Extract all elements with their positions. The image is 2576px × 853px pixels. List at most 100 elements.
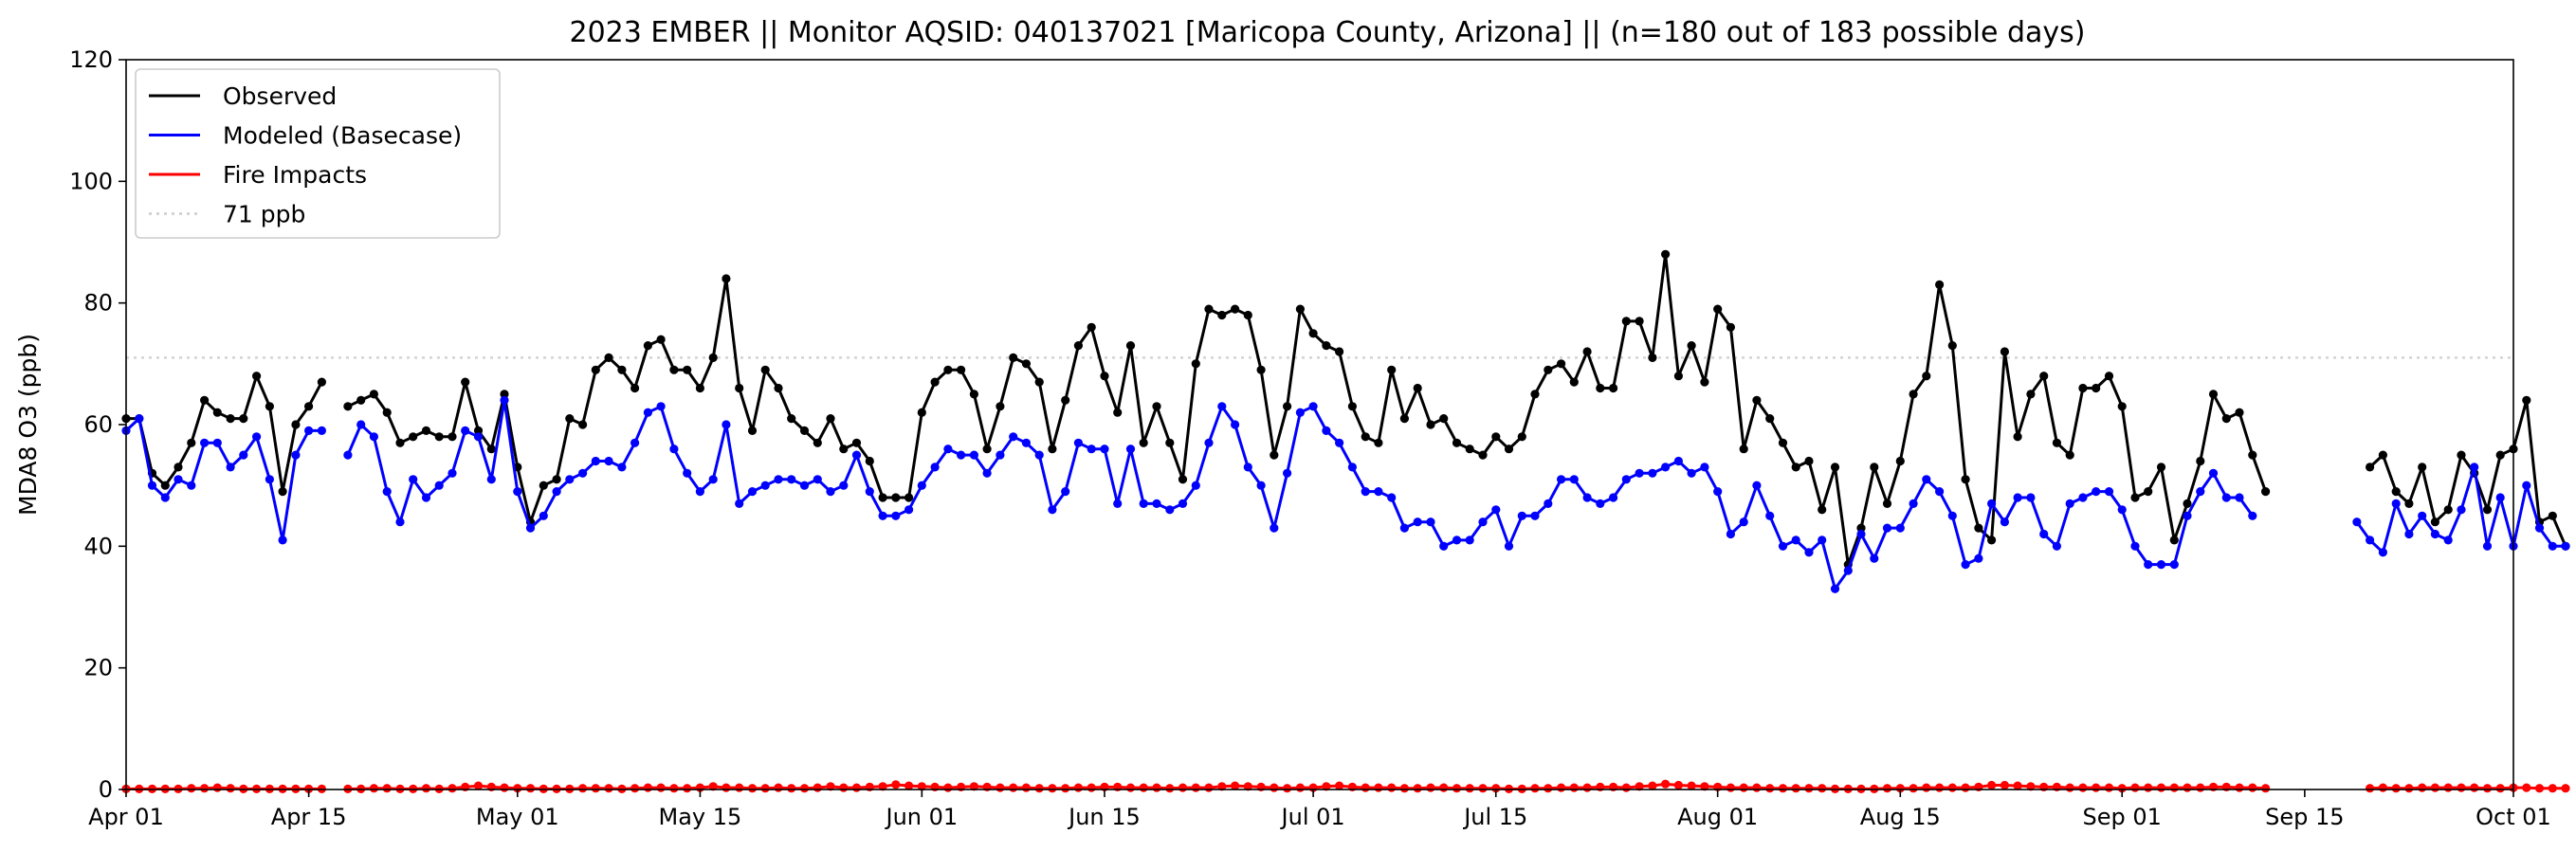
data-point-modeled-basecase [356,420,366,429]
data-point-fire-impacts [1361,783,1370,792]
y-tick-label: 100 [69,168,113,194]
data-point-observed [1413,383,1422,393]
data-point-fire-impacts [200,784,210,793]
data-point-modeled-basecase [2548,541,2557,551]
data-point-observed [2404,499,2414,509]
data-point-fire-impacts [500,783,509,792]
data-point-modeled-basecase [2000,517,2009,527]
data-point-fire-impacts [708,782,718,791]
data-point-fire-impacts [1387,783,1397,792]
data-point-observed [1204,304,1214,314]
data-point-modeled-basecase [2092,487,2101,497]
data-point-modeled-basecase [774,475,783,484]
data-point-modeled-basecase [1165,505,1175,515]
data-point-observed [1335,347,1344,356]
data-point-fire-impacts [2470,783,2479,792]
data-point-observed [343,402,353,411]
data-point-observed [356,395,366,405]
data-point-modeled-basecase [421,493,431,502]
data-point-fire-impacts [2261,784,2271,793]
legend-entry: 71 ppb [223,201,305,228]
data-point-observed [539,481,548,490]
data-point-fire-impacts [1687,781,1696,790]
data-point-fire-impacts [2482,784,2493,793]
data-point-modeled-basecase [1452,535,1462,545]
data-point-observed [1726,322,1735,332]
data-point-observed [695,383,705,393]
data-point-modeled-basecase [1961,560,1970,570]
data-point-observed [1687,341,1696,351]
data-point-modeled-basecase [1687,468,1696,478]
data-point-modeled-basecase [2561,541,2570,551]
data-point-modeled-basecase [409,475,418,484]
x-tick-label: May 15 [659,804,742,830]
data-point-modeled-basecase [1987,499,1997,509]
data-point-modeled-basecase [1909,499,1918,509]
data-point-modeled-basecase [448,468,457,478]
y-tick-label: 40 [83,533,113,559]
data-point-modeled-basecase [2117,505,2127,515]
data-point-observed [200,395,210,405]
data-point-modeled-basecase [722,420,731,429]
data-point-modeled-basecase [2104,487,2114,497]
data-point-modeled-basecase [1243,463,1252,472]
data-point-fire-impacts [969,782,978,791]
data-point-fire-impacts [578,784,588,793]
data-point-modeled-basecase [1778,541,1788,551]
data-point-modeled-basecase [1530,511,1540,520]
data-point-modeled-basecase [1843,566,1853,575]
data-point-modeled-basecase [1073,438,1083,447]
data-point-fire-impacts [1895,784,1905,793]
data-point-observed [2482,505,2493,515]
data-point-fire-impacts [1818,784,1827,793]
data-point-fire-impacts [1021,783,1031,792]
data-point-modeled-basecase [1009,432,1018,442]
data-point-fire-impacts [851,783,862,792]
data-point-observed [552,475,561,484]
data-point-modeled-basecase [1582,493,1592,502]
data-point-fire-impacts [683,784,692,793]
data-point-modeled-basecase [839,481,849,490]
data-point-observed [1504,445,1514,454]
data-point-observed [1087,322,1096,332]
data-point-modeled-basecase [1270,523,1279,533]
data-point-modeled-basecase [2443,535,2453,545]
data-point-observed [1061,395,1070,405]
data-point-modeled-basecase [2039,529,2049,539]
data-point-fire-impacts [839,783,849,792]
data-point-modeled-basecase [2457,505,2466,515]
x-tick-label: Aug 15 [1860,804,1941,830]
data-point-observed [2391,487,2401,497]
data-point-modeled-basecase [865,487,874,497]
data-point-fire-impacts [760,784,770,793]
x-tick-label: Jul 01 [1280,804,1345,830]
data-point-modeled-basecase [1895,523,1905,533]
data-point-observed [1399,414,1409,424]
data-point-observed [1961,475,1970,484]
data-point-observed [1673,372,1683,381]
data-point-modeled-basecase [369,432,378,442]
data-point-observed [291,420,301,429]
data-point-modeled-basecase [1295,408,1305,417]
data-point-observed [1713,304,1723,314]
data-point-observed [1596,383,1605,393]
data-point-fire-impacts [2248,783,2257,792]
data-point-modeled-basecase [1544,499,1553,509]
data-point-modeled-basecase [1621,475,1631,484]
data-point-fire-impacts [1335,781,1344,790]
data-point-modeled-basecase [1021,438,1031,447]
data-point-modeled-basecase [1308,402,1318,411]
data-point-fire-impacts [722,783,731,792]
data-point-fire-impacts [2378,783,2387,792]
data-point-fire-impacts [1661,779,1671,789]
data-point-observed [486,445,496,454]
data-point-fire-impacts [1947,783,1957,792]
data-point-modeled-basecase [2144,560,2153,570]
data-point-observed [1648,353,1657,362]
data-point-modeled-basecase [382,487,392,497]
data-point-fire-impacts [1739,783,1748,792]
data-point-observed [1270,450,1279,460]
data-point-modeled-basecase [304,426,314,435]
data-point-observed [252,372,262,381]
data-point-observed [212,408,222,417]
